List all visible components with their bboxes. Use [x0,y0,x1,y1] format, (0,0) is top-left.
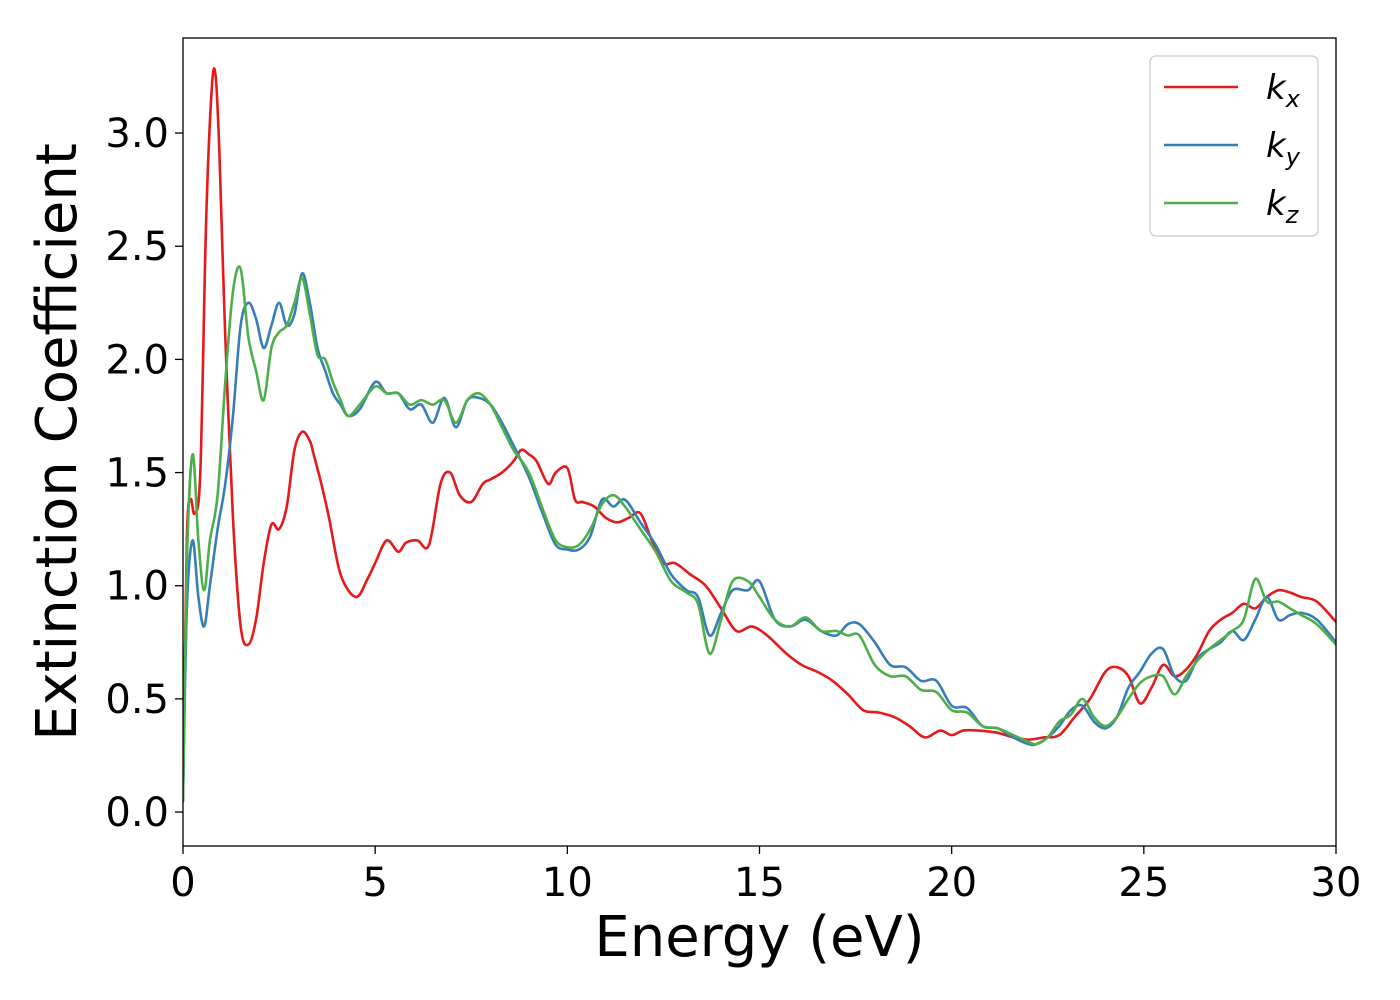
x-axis-ticks: 0 5 10 15 20 25 30 [170,846,1361,906]
y-tick-label: 3.0 [105,111,169,157]
y-tick-label: 0.5 [105,677,169,723]
y-tick-label: 1.5 [105,451,169,497]
x-tick-label: 5 [362,860,387,906]
x-axis-title: Energy (eV) [594,905,924,970]
x-tick-label: 25 [1118,860,1169,906]
series-line-ky [183,272,1336,803]
x-tick-label: 15 [734,860,785,906]
x-tick-label: 0 [170,860,195,906]
x-tick-label: 20 [926,860,977,906]
series-line-kx [183,67,1336,803]
y-axis-ticks: 0.0 0.5 1.0 1.5 2.0 2.5 3.0 [105,111,183,836]
y-tick-label: 2.5 [105,224,169,270]
x-tick-label: 30 [1311,860,1362,906]
plot-frame [182,37,1337,847]
plot-area [183,38,1336,846]
y-axis-title: Extinction Coefficient [25,143,90,741]
y-tick-label: 1.0 [105,564,169,610]
x-tick-label: 10 [542,860,593,906]
y-tick-label: 2.0 [105,337,169,383]
series-layer [183,67,1336,803]
y-tick-label: 0.0 [105,790,169,836]
series-line-kz [183,265,1336,803]
